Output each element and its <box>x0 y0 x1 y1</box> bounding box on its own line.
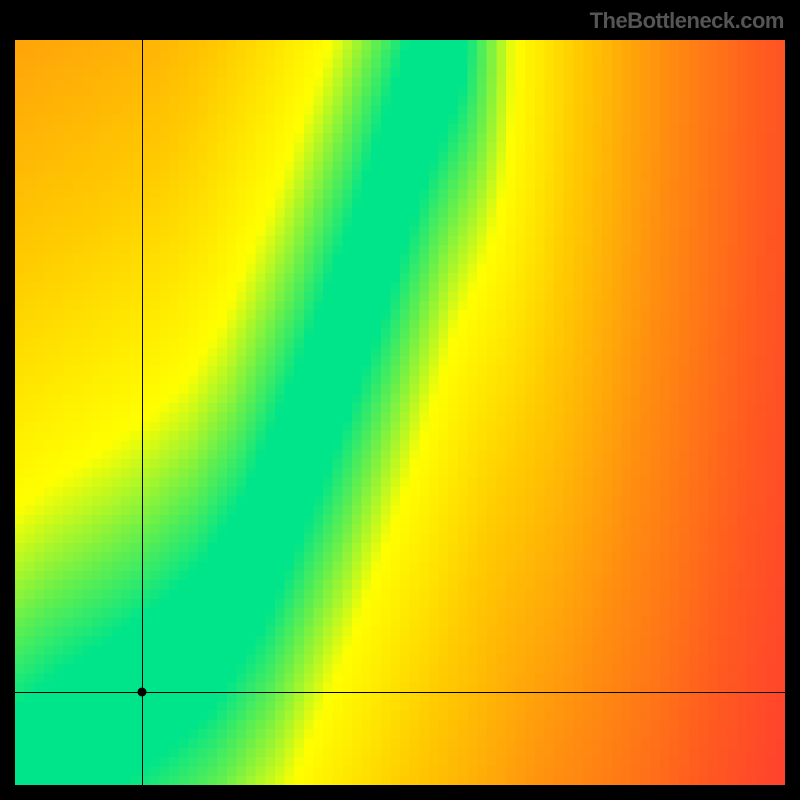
crosshair-horizontal <box>15 692 785 693</box>
bottleneck-heatmap <box>15 40 785 785</box>
chart-container: { "watermark": "TheBottleneck.com", "can… <box>0 0 800 800</box>
marker-dot <box>138 687 147 696</box>
crosshair-vertical <box>142 40 143 785</box>
watermark-text: TheBottleneck.com <box>590 8 784 34</box>
